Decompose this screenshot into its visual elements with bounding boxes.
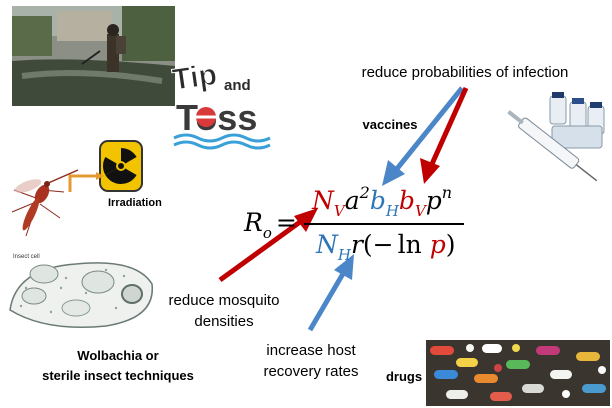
tip-and-toss-logo: Tip and Toss [166,58,278,152]
radiation-icon [99,140,143,192]
insect-cell-drawing [6,248,156,332]
drugs-label: drugs [385,369,423,384]
irradiation-label: Irradiation [108,197,162,209]
pills-image [426,340,610,406]
increase-host-label: increase host recovery rates [263,342,359,380]
vaccines-label: vaccines [362,117,418,132]
wolbachia-label: Wolbachia or sterile insect techniques [42,348,194,383]
red-arrow-mosquito [218,208,318,283]
b-h-term: bH [369,186,399,220]
svg-text:Toss: Toss [176,97,257,138]
mosquito-icon [6,162,80,240]
n-v-term: NV [312,186,345,220]
red-arrow-infection [420,86,469,184]
vaccine-syringe-image [492,92,610,192]
svg-text:and: and [224,77,251,94]
equation-denominator: NHr(− ln p) [316,230,456,264]
reduce-mosquito-label: reduce mosquito densities [168,292,280,330]
reduce-probabilities-label: reduce probabilities of infection [361,64,569,81]
insect-cell-label: Insect cell [13,254,40,260]
fraction-bar [304,223,464,225]
equation-numerator: NVa2bHbVpn [312,183,453,220]
svg-text:Tip: Tip [170,60,219,97]
n-h-term: NH [316,230,351,264]
blue-arrow-recovery [307,254,354,332]
irradiation-connector [66,172,106,194]
field-spraying-photo [12,6,175,106]
b-v-term: bV [398,186,426,220]
blue-arrow-vaccines [382,86,464,186]
r0-lhs: Ro = [244,208,297,242]
